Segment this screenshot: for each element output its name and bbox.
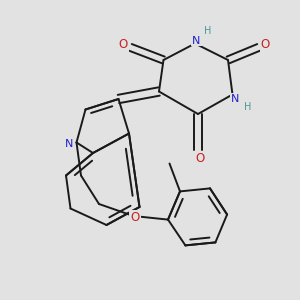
Text: O: O	[261, 38, 270, 52]
Text: O: O	[119, 38, 128, 52]
Text: N: N	[192, 35, 201, 46]
Text: H: H	[244, 102, 252, 112]
Text: H: H	[204, 26, 211, 37]
Text: O: O	[195, 152, 204, 166]
Text: O: O	[130, 211, 140, 224]
Text: N: N	[231, 94, 240, 104]
Text: N: N	[65, 139, 73, 149]
